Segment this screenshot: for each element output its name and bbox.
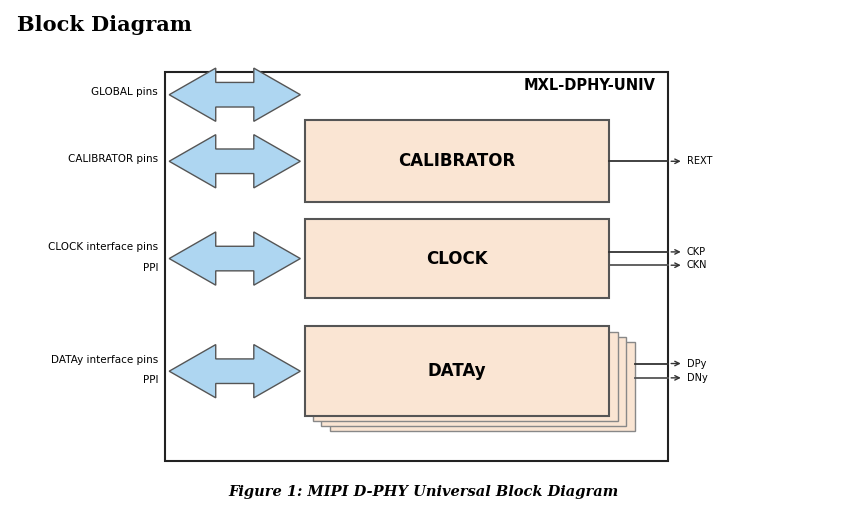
Bar xyxy=(305,219,609,298)
Text: CLOCK: CLOCK xyxy=(426,249,487,268)
Text: DNy: DNy xyxy=(687,373,708,383)
Polygon shape xyxy=(169,232,300,285)
Text: Block Diagram: Block Diagram xyxy=(17,15,192,35)
Text: PPI: PPI xyxy=(143,263,158,273)
Bar xyxy=(305,327,609,416)
Bar xyxy=(305,120,609,202)
Text: CKN: CKN xyxy=(687,260,707,270)
Text: MXL-DPHY-UNIV: MXL-DPHY-UNIV xyxy=(524,78,656,93)
Bar xyxy=(330,342,634,431)
Text: GLOBAL pins: GLOBAL pins xyxy=(91,87,158,97)
Bar xyxy=(165,72,668,461)
Text: Figure 1: MIPI D-PHY Universal Block Diagram: Figure 1: MIPI D-PHY Universal Block Dia… xyxy=(228,485,618,499)
Bar xyxy=(313,332,618,421)
Polygon shape xyxy=(169,135,300,188)
Text: CALIBRATOR: CALIBRATOR xyxy=(398,152,515,170)
Text: DATAy interface pins: DATAy interface pins xyxy=(51,355,158,365)
Text: CLOCK interface pins: CLOCK interface pins xyxy=(48,242,158,252)
Polygon shape xyxy=(169,68,300,121)
Polygon shape xyxy=(169,345,300,398)
Text: DATAy: DATAy xyxy=(427,362,486,380)
Text: PPI: PPI xyxy=(143,375,158,386)
Bar xyxy=(321,337,626,426)
Text: REXT: REXT xyxy=(687,156,712,166)
Text: CALIBRATOR pins: CALIBRATOR pins xyxy=(68,154,158,164)
Text: CKP: CKP xyxy=(687,247,706,257)
Text: DPy: DPy xyxy=(687,358,706,369)
